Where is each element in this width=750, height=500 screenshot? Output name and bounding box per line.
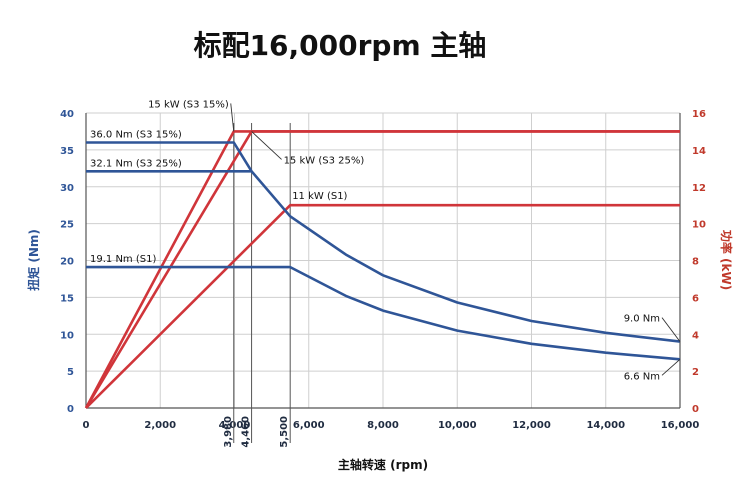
- annotation-label: 6.6 Nm: [624, 371, 660, 382]
- power-curve: [85, 203, 680, 409]
- y-axis-right-label: 功率 (kW): [719, 230, 734, 290]
- y-right-tick-label: 4: [692, 330, 699, 341]
- y-left-tick-label: 15: [60, 293, 74, 304]
- annotation-leader: [230, 103, 235, 132]
- annotation-label: 19.1 Nm (S1): [90, 254, 156, 265]
- y-left-tick-label: 35: [60, 146, 74, 157]
- torque-curve: [86, 265, 681, 361]
- annotation-label: 15 kW (S3 25%): [284, 155, 365, 166]
- y-right-tick-label: 0: [692, 404, 699, 415]
- y-left-tick-label: 25: [60, 220, 74, 231]
- torque-curves: [86, 141, 681, 361]
- y-left-tick-label: 20: [60, 257, 74, 268]
- y-left-tick-label: 10: [60, 330, 74, 341]
- x-axis-label: 主轴转速 (rpm): [338, 457, 428, 472]
- y-right-tick-label: 16: [692, 109, 706, 120]
- chart-title: 标配16,000rpm 主轴: [193, 29, 487, 62]
- x-tick-label: 2,000: [144, 420, 176, 431]
- annotation-leader: [661, 317, 681, 342]
- annotation-label: 15 kW (S3 15%): [148, 99, 229, 110]
- x-tick-label: 12,000: [512, 420, 551, 431]
- x-tick-label: 0: [83, 420, 90, 431]
- x-special-tick-label: 4,460: [241, 416, 252, 448]
- annotation-label: 36.0 Nm (S3 15%): [90, 130, 182, 141]
- y-axis-left-label: 扭矩 (Nm): [26, 229, 41, 291]
- annotation-label: 11 kW (S1): [292, 191, 347, 202]
- x-tick-label: 14,000: [586, 420, 625, 431]
- annotation-label: 32.1 Nm (S3 25%): [90, 158, 182, 169]
- annotation-leader: [251, 131, 282, 160]
- y-left-tick-label: 0: [67, 404, 74, 415]
- annotation-leader: [661, 358, 681, 376]
- y-right-tick-label: 12: [692, 183, 706, 194]
- annotations: 15 kW (S3 15%) 15 kW (S3 25%) 11 kW (S1) 36…: [90, 99, 681, 382]
- x-tick-label: 8,000: [367, 420, 399, 431]
- x-tick-label: 6,000: [293, 420, 325, 431]
- x-special-tick-label: 3,980: [223, 416, 234, 448]
- y-right-tick-label: 6: [692, 293, 699, 304]
- y-left-tick-label: 40: [60, 109, 74, 120]
- power-curve: [84, 130, 680, 409]
- y-left-tick-label: 30: [60, 183, 74, 194]
- y-right-tick-label: 14: [692, 146, 706, 157]
- y-right-tick-label: 2: [692, 367, 699, 378]
- x-tick-label: 4,000: [219, 420, 251, 431]
- x-tick-label: 16,000: [661, 420, 700, 431]
- y-right-tick-label: 10: [692, 220, 706, 231]
- annotation-label: 9.0 Nm: [624, 314, 660, 325]
- x-tick-label: 10,000: [438, 420, 477, 431]
- y-right-tick-label: 8: [692, 257, 699, 268]
- x-special-tick-label: 5,500: [279, 416, 290, 448]
- torque-curve: [86, 141, 681, 343]
- y-left-tick-label: 5: [67, 367, 74, 378]
